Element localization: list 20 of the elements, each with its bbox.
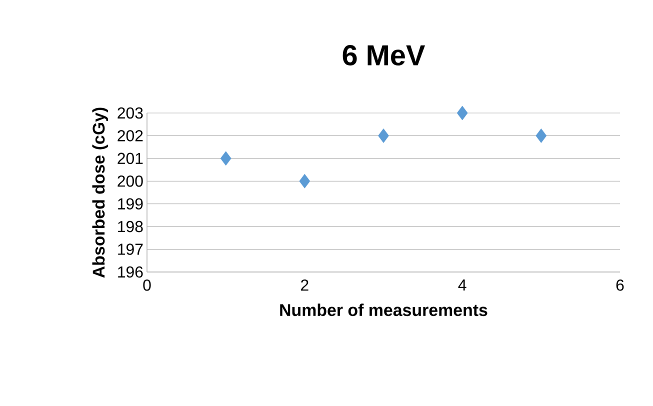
y-axis-title: Absorbed dose (cGy) — [92, 108, 108, 278]
point — [536, 128, 547, 143]
point — [456, 106, 468, 120]
point — [299, 174, 310, 188]
y-tick-label: 196 — [118, 266, 143, 278]
y-tick-label: 199 — [118, 198, 143, 210]
chart-title: 6 MeV — [342, 45, 426, 66]
y-tick-label: 201 — [118, 152, 143, 164]
y-tick-label: 200 — [118, 176, 143, 187]
point — [220, 151, 232, 166]
y-tick-label: 203 — [118, 107, 143, 119]
y-tick-label: 197 — [118, 244, 143, 255]
x-tick-label: 6 — [616, 280, 624, 291]
point — [378, 128, 389, 143]
x-tick-label: 0 — [143, 280, 151, 291]
y-tick-label: 198 — [118, 220, 143, 232]
y-tick-label: 202 — [118, 130, 143, 142]
x-axis-title: Number of measurements — [280, 304, 488, 316]
x-tick-label: 4 — [458, 280, 466, 290]
x-tick-label: 2 — [301, 280, 308, 291]
